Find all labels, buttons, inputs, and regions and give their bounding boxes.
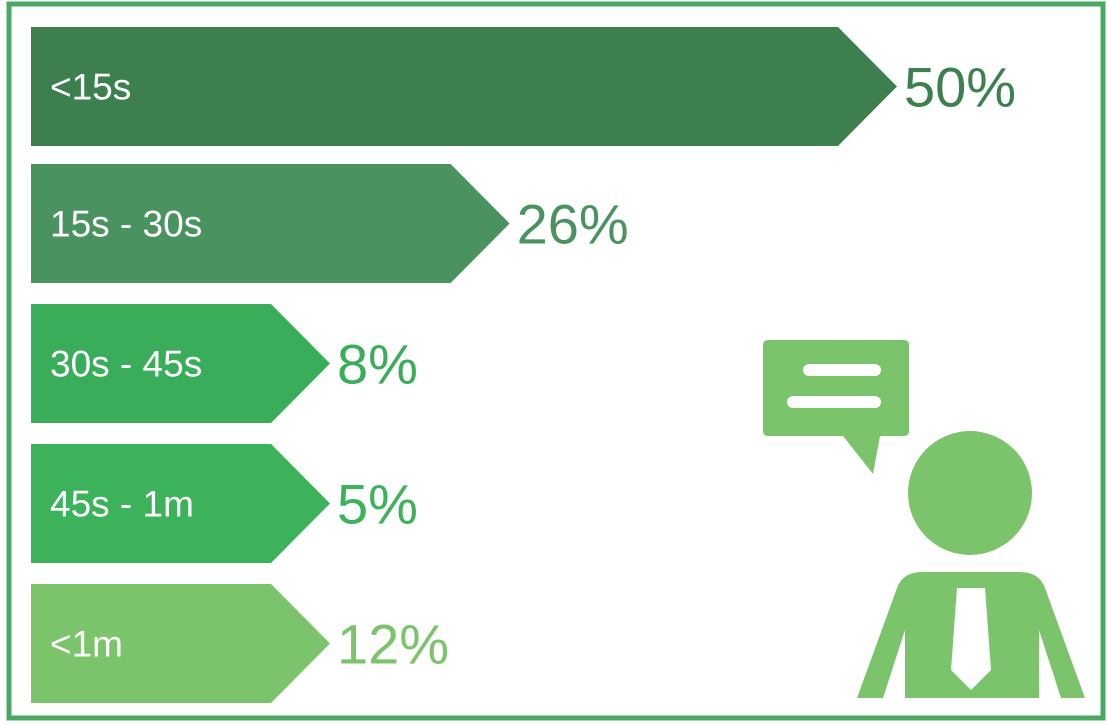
bar-0: [31, 27, 897, 146]
bar-value-label: 26%: [517, 193, 629, 256]
bar-1: [31, 164, 510, 283]
bar-value-label: 50%: [904, 56, 1016, 119]
bar-value-label: 12%: [337, 613, 449, 676]
speech-bubble-icon: [763, 340, 909, 474]
chart-frame: [6, 1, 1106, 721]
bar-4: [31, 584, 330, 703]
bars-group: <15s 50% 15s - 30s 26% 30s - 45s 8% 45s - 1m 5%…: [31, 27, 1016, 703]
bar-category-label: 30s - 45s: [50, 344, 202, 385]
bar-value-label: 5%: [337, 473, 418, 536]
bar-value-label: 8%: [337, 333, 418, 396]
speech-bubble-line-bottom: [787, 396, 881, 408]
person-tie: [951, 588, 991, 690]
bar-category-label: 15s - 30s: [50, 204, 202, 245]
bar-category-label: 45s - 1m: [50, 484, 194, 525]
bar-2: [31, 304, 330, 423]
bar-category-label: <1m: [50, 624, 123, 665]
bar-3: [31, 444, 330, 563]
person-with-tie-icon: [857, 431, 1085, 698]
person-head: [908, 431, 1032, 555]
bar-category-label: <15s: [50, 67, 131, 108]
speech-bubble-line-top: [803, 364, 881, 376]
